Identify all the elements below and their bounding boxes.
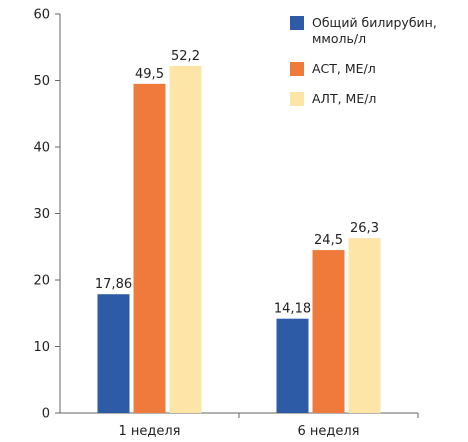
y-tick-label: 10 — [33, 340, 50, 355]
legend-label: АЛТ, МЕ/л — [312, 91, 376, 106]
x-category-label: 6 неделя — [297, 424, 359, 439]
bar — [312, 250, 345, 413]
bar — [133, 83, 166, 413]
y-tick-label: 20 — [33, 274, 50, 289]
bar — [276, 318, 309, 413]
y-tick-label: 0 — [42, 407, 50, 422]
bar-value-label: 24,5 — [314, 233, 343, 248]
bar-value-label: 26,3 — [350, 221, 379, 236]
bar-value-label: 14,18 — [274, 302, 311, 317]
legend-label: АСТ, МЕ/л — [312, 61, 376, 76]
bar — [348, 238, 381, 413]
x-category-label: 1 неделя — [118, 424, 180, 439]
bars — [97, 65, 381, 414]
y-tick-label: 40 — [33, 141, 50, 156]
legend-label: Общий билирубин, — [312, 15, 437, 30]
y-tick-label: 60 — [33, 8, 50, 23]
y-axis: 0 10 20 30 40 50 60 — [33, 8, 61, 422]
legend-label: ммоль/л — [312, 31, 366, 46]
bar — [169, 65, 202, 414]
data-labels: 17,86 49,5 52,2 14,18 24,5 26,3 — [95, 49, 379, 317]
legend-swatch — [290, 92, 304, 106]
bar-value-label: 52,2 — [171, 49, 200, 64]
legend-swatch — [290, 16, 304, 30]
x-axis: 1 неделя 6 неделя — [60, 412, 419, 439]
bar-value-label: 17,86 — [95, 277, 132, 292]
y-tick-label: 30 — [33, 207, 50, 222]
legend: Общий билирубин,ммоль/л АСТ, МЕ/л АЛТ, МЕ/… — [290, 15, 437, 106]
y-tick-label: 50 — [33, 74, 50, 89]
legend-swatch — [290, 62, 304, 76]
bar — [97, 294, 130, 413]
bar-value-label: 49,5 — [135, 67, 164, 82]
